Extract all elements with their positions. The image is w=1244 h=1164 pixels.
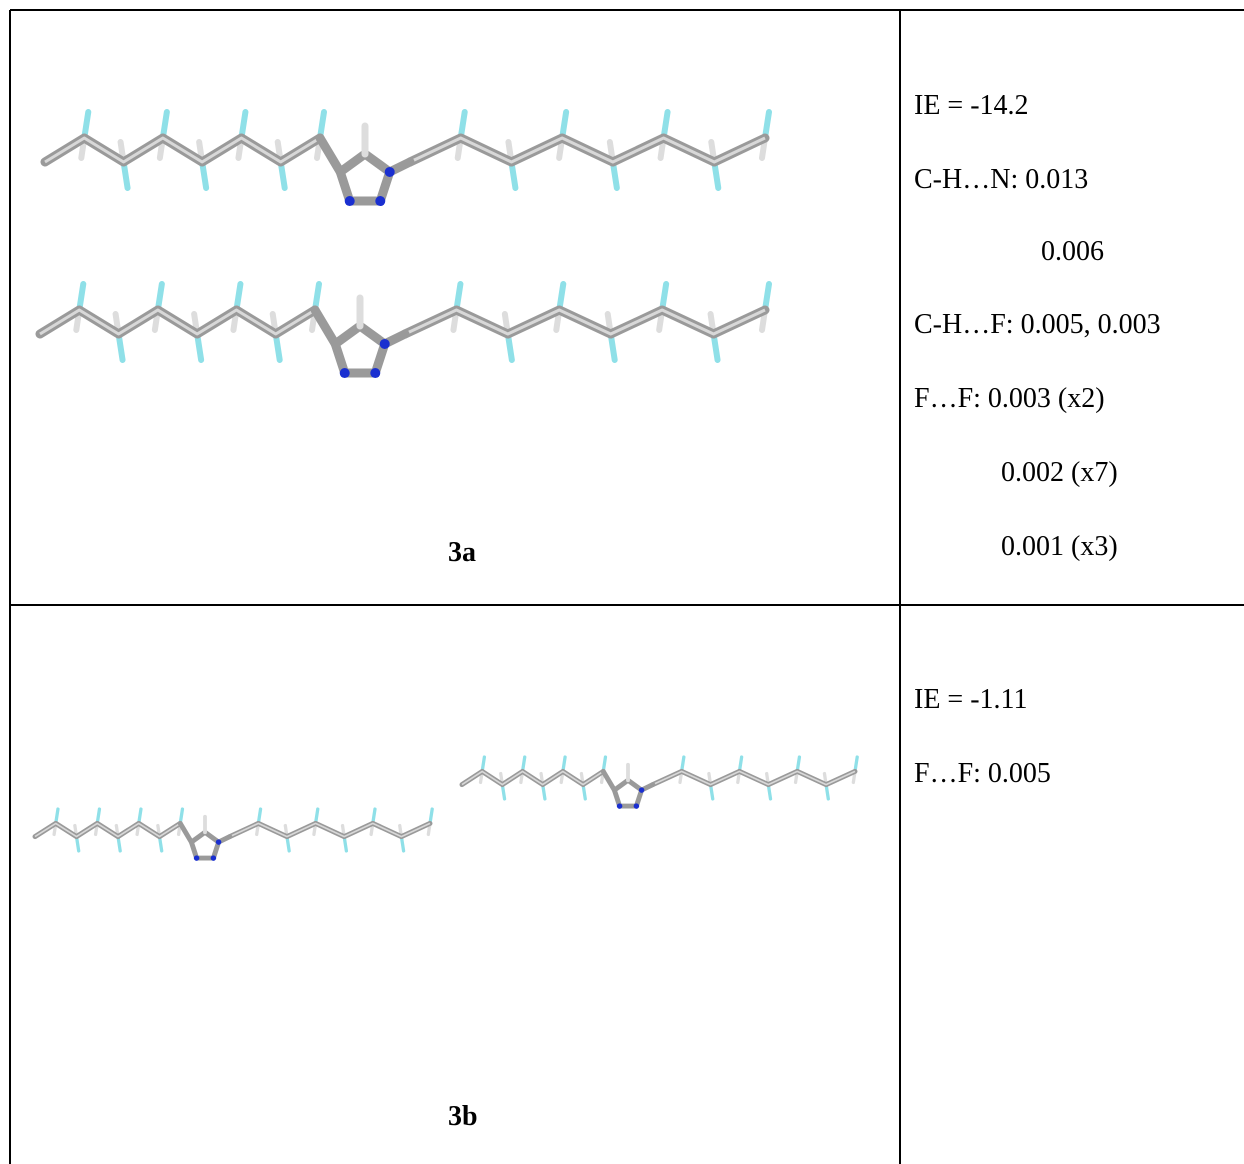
carbon-chain-highlight [39,308,316,336]
nitrogen [384,166,395,177]
value-line: 0.006 [1041,236,1104,267]
ring [611,777,645,809]
value-line: IE = -1.11 [914,684,1028,715]
carbon-chain-highlight [34,822,181,838]
ring [335,149,395,206]
carbon-chain-highlight [44,136,321,164]
ring [188,829,222,861]
nitrogen [379,338,390,349]
structure-label: 3b [448,1101,478,1132]
bond [315,133,345,177]
bond [600,768,617,793]
molecule-images [32,109,859,861]
nitrogen [370,368,381,379]
value-line: 0.002 (x7) [1001,457,1118,488]
nitrogen [616,803,623,809]
value-line: C-H…F: 0.005, 0.003 [914,309,1161,340]
ring [330,321,390,378]
nitrogen [193,855,200,861]
table-borders [9,9,1244,1164]
nitrogen [339,368,350,379]
nitrogen [633,803,640,809]
nitrogen [210,855,217,861]
carbon-chain-highlight [652,770,856,786]
bond [310,305,340,349]
carbon-chain-highlight [461,770,604,786]
value-line: IE = -14.2 [914,90,1029,121]
carbon-chain-highlight [229,822,431,838]
value-line: C-H…N: 0.013 [914,164,1089,195]
nitrogen [375,196,386,207]
structure-label: 3a [448,537,476,568]
carbon-chain-highlight [404,308,766,336]
value-line: 0.001 (x3) [1001,531,1118,562]
carbon-chain-highlight [409,136,766,164]
bond [177,820,194,845]
nitrogen [638,787,645,793]
nitrogen [215,839,222,845]
nitrogen [344,196,355,207]
value-line: F…F: 0.005 [914,758,1051,789]
value-line: F…F: 0.003 (x2) [914,383,1105,414]
